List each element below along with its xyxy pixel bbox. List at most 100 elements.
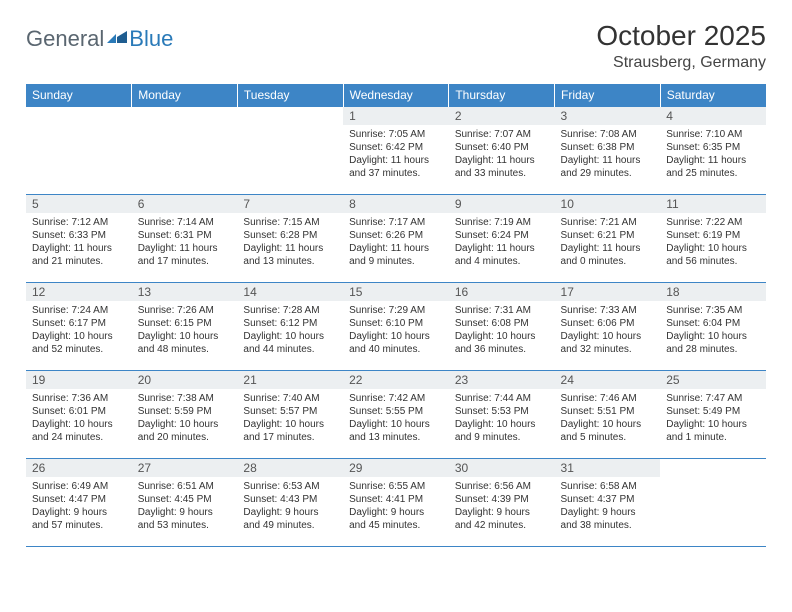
sunset-line: Sunset: 6:19 PM bbox=[666, 229, 760, 242]
weekday-header: Wednesday bbox=[343, 84, 449, 107]
sunset-line: Sunset: 6:06 PM bbox=[561, 317, 655, 330]
sunset-line: Sunset: 6:01 PM bbox=[32, 405, 126, 418]
sunset-line: Sunset: 6:12 PM bbox=[243, 317, 337, 330]
day-number: 30 bbox=[449, 459, 555, 477]
sunrise-line: Sunrise: 7:12 AM bbox=[32, 216, 126, 229]
day-body: Sunrise: 7:36 AMSunset: 6:01 PMDaylight:… bbox=[26, 389, 132, 448]
weekday-header: Thursday bbox=[449, 84, 555, 107]
day-number: 1 bbox=[343, 107, 449, 125]
daylight-line: Daylight: 9 hours and 49 minutes. bbox=[243, 506, 337, 532]
calendar-day-cell: 26Sunrise: 6:49 AMSunset: 4:47 PMDayligh… bbox=[26, 459, 132, 547]
calendar-day-cell: 21Sunrise: 7:40 AMSunset: 5:57 PMDayligh… bbox=[237, 371, 343, 459]
day-body: Sunrise: 7:10 AMSunset: 6:35 PMDaylight:… bbox=[660, 125, 766, 184]
calendar-day-cell: 14Sunrise: 7:28 AMSunset: 6:12 PMDayligh… bbox=[237, 283, 343, 371]
day-body: Sunrise: 6:53 AMSunset: 4:43 PMDaylight:… bbox=[237, 477, 343, 536]
sunrise-line: Sunrise: 7:36 AM bbox=[32, 392, 126, 405]
weekday-header-row: SundayMondayTuesdayWednesdayThursdayFrid… bbox=[26, 84, 766, 107]
daylight-line: Daylight: 10 hours and 1 minute. bbox=[666, 418, 760, 444]
calendar-week-row: 5Sunrise: 7:12 AMSunset: 6:33 PMDaylight… bbox=[26, 195, 766, 283]
calendar-day-cell: 5Sunrise: 7:12 AMSunset: 6:33 PMDaylight… bbox=[26, 195, 132, 283]
day-number: 27 bbox=[132, 459, 238, 477]
calendar-table: SundayMondayTuesdayWednesdayThursdayFrid… bbox=[26, 84, 766, 547]
weekday-header: Friday bbox=[555, 84, 661, 107]
weekday-header: Saturday bbox=[660, 84, 766, 107]
daylight-line: Daylight: 10 hours and 24 minutes. bbox=[32, 418, 126, 444]
day-number: 10 bbox=[555, 195, 661, 213]
daylight-line: Daylight: 10 hours and 44 minutes. bbox=[243, 330, 337, 356]
daylight-line: Daylight: 10 hours and 17 minutes. bbox=[243, 418, 337, 444]
day-body: Sunrise: 7:19 AMSunset: 6:24 PMDaylight:… bbox=[449, 213, 555, 272]
day-number: 18 bbox=[660, 283, 766, 301]
weekday-header: Tuesday bbox=[237, 84, 343, 107]
sunset-line: Sunset: 6:28 PM bbox=[243, 229, 337, 242]
calendar-day-cell: 9Sunrise: 7:19 AMSunset: 6:24 PMDaylight… bbox=[449, 195, 555, 283]
daylight-line: Daylight: 10 hours and 9 minutes. bbox=[455, 418, 549, 444]
daylight-line: Daylight: 11 hours and 13 minutes. bbox=[243, 242, 337, 268]
day-body: Sunrise: 7:17 AMSunset: 6:26 PMDaylight:… bbox=[343, 213, 449, 272]
calendar-day-cell bbox=[132, 107, 238, 195]
sunset-line: Sunset: 4:41 PM bbox=[349, 493, 443, 506]
sunrise-line: Sunrise: 7:10 AM bbox=[666, 128, 760, 141]
calendar-day-cell: 31Sunrise: 6:58 AMSunset: 4:37 PMDayligh… bbox=[555, 459, 661, 547]
sunset-line: Sunset: 6:26 PM bbox=[349, 229, 443, 242]
day-body: Sunrise: 7:05 AMSunset: 6:42 PMDaylight:… bbox=[343, 125, 449, 184]
calendar-day-cell: 30Sunrise: 6:56 AMSunset: 4:39 PMDayligh… bbox=[449, 459, 555, 547]
sunset-line: Sunset: 4:37 PM bbox=[561, 493, 655, 506]
calendar-day-cell: 8Sunrise: 7:17 AMSunset: 6:26 PMDaylight… bbox=[343, 195, 449, 283]
logo-blue: Blue bbox=[129, 26, 173, 52]
sunrise-line: Sunrise: 7:05 AM bbox=[349, 128, 443, 141]
calendar-day-cell: 20Sunrise: 7:38 AMSunset: 5:59 PMDayligh… bbox=[132, 371, 238, 459]
calendar-day-cell: 11Sunrise: 7:22 AMSunset: 6:19 PMDayligh… bbox=[660, 195, 766, 283]
sunset-line: Sunset: 6:38 PM bbox=[561, 141, 655, 154]
calendar-day-cell: 6Sunrise: 7:14 AMSunset: 6:31 PMDaylight… bbox=[132, 195, 238, 283]
day-number: 28 bbox=[237, 459, 343, 477]
day-body: Sunrise: 6:55 AMSunset: 4:41 PMDaylight:… bbox=[343, 477, 449, 536]
daylight-line: Daylight: 10 hours and 13 minutes. bbox=[349, 418, 443, 444]
sunrise-line: Sunrise: 7:08 AM bbox=[561, 128, 655, 141]
daylight-line: Daylight: 11 hours and 33 minutes. bbox=[455, 154, 549, 180]
daylight-line: Daylight: 11 hours and 4 minutes. bbox=[455, 242, 549, 268]
calendar-week-row: 19Sunrise: 7:36 AMSunset: 6:01 PMDayligh… bbox=[26, 371, 766, 459]
daylight-line: Daylight: 11 hours and 9 minutes. bbox=[349, 242, 443, 268]
day-body: Sunrise: 6:56 AMSunset: 4:39 PMDaylight:… bbox=[449, 477, 555, 536]
sunset-line: Sunset: 6:15 PM bbox=[138, 317, 232, 330]
day-number: 22 bbox=[343, 371, 449, 389]
calendar-day-cell: 15Sunrise: 7:29 AMSunset: 6:10 PMDayligh… bbox=[343, 283, 449, 371]
daylight-line: Daylight: 10 hours and 28 minutes. bbox=[666, 330, 760, 356]
calendar-day-cell: 24Sunrise: 7:46 AMSunset: 5:51 PMDayligh… bbox=[555, 371, 661, 459]
day-number: 31 bbox=[555, 459, 661, 477]
day-number: 8 bbox=[343, 195, 449, 213]
sunrise-line: Sunrise: 7:07 AM bbox=[455, 128, 549, 141]
sunset-line: Sunset: 6:40 PM bbox=[455, 141, 549, 154]
sunset-line: Sunset: 6:17 PM bbox=[32, 317, 126, 330]
sunset-line: Sunset: 4:39 PM bbox=[455, 493, 549, 506]
daylight-line: Daylight: 11 hours and 37 minutes. bbox=[349, 154, 443, 180]
sunrise-line: Sunrise: 7:17 AM bbox=[349, 216, 443, 229]
day-body: Sunrise: 7:15 AMSunset: 6:28 PMDaylight:… bbox=[237, 213, 343, 272]
daylight-line: Daylight: 9 hours and 53 minutes. bbox=[138, 506, 232, 532]
sunrise-line: Sunrise: 7:15 AM bbox=[243, 216, 337, 229]
day-body: Sunrise: 6:49 AMSunset: 4:47 PMDaylight:… bbox=[26, 477, 132, 536]
daylight-line: Daylight: 9 hours and 42 minutes. bbox=[455, 506, 549, 532]
day-body: Sunrise: 7:22 AMSunset: 6:19 PMDaylight:… bbox=[660, 213, 766, 272]
header: General Blue October 2025 Strausberg, Ge… bbox=[26, 20, 766, 72]
sunrise-line: Sunrise: 7:38 AM bbox=[138, 392, 232, 405]
day-body: Sunrise: 7:24 AMSunset: 6:17 PMDaylight:… bbox=[26, 301, 132, 360]
page-title: October 2025 bbox=[596, 20, 766, 52]
sunset-line: Sunset: 6:35 PM bbox=[666, 141, 760, 154]
location: Strausberg, Germany bbox=[596, 54, 766, 72]
logo: General Blue bbox=[26, 20, 173, 52]
sunrise-line: Sunrise: 7:24 AM bbox=[32, 304, 126, 317]
sunset-line: Sunset: 5:51 PM bbox=[561, 405, 655, 418]
day-body: Sunrise: 7:44 AMSunset: 5:53 PMDaylight:… bbox=[449, 389, 555, 448]
sunset-line: Sunset: 5:53 PM bbox=[455, 405, 549, 418]
sunrise-line: Sunrise: 7:40 AM bbox=[243, 392, 337, 405]
sunset-line: Sunset: 4:47 PM bbox=[32, 493, 126, 506]
day-number: 19 bbox=[26, 371, 132, 389]
day-number: 12 bbox=[26, 283, 132, 301]
calendar-day-cell: 2Sunrise: 7:07 AMSunset: 6:40 PMDaylight… bbox=[449, 107, 555, 195]
sunrise-line: Sunrise: 7:28 AM bbox=[243, 304, 337, 317]
day-body: Sunrise: 7:21 AMSunset: 6:21 PMDaylight:… bbox=[555, 213, 661, 272]
sunset-line: Sunset: 4:45 PM bbox=[138, 493, 232, 506]
logo-mark-icon bbox=[107, 29, 127, 43]
